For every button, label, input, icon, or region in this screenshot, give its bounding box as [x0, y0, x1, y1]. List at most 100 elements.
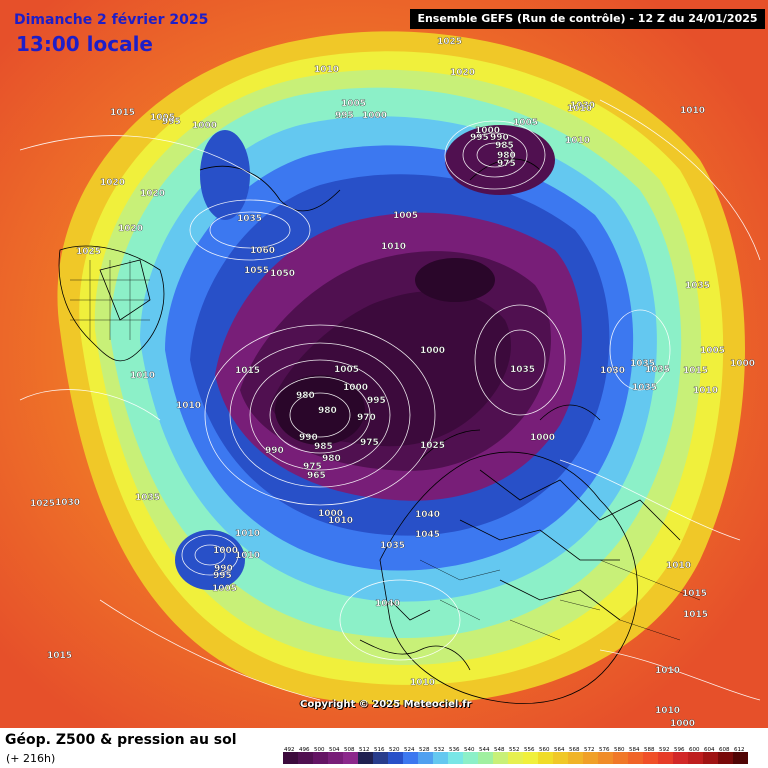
scale-swatch — [433, 752, 448, 764]
isobar-label: 1035 — [685, 281, 710, 291]
scale-tick-label: 584 — [629, 747, 640, 753]
isobar-label: 1025 — [420, 441, 445, 451]
model-run-banner: Ensemble GEFS (Run de contrôle) - 12 Z d… — [410, 9, 765, 29]
isobar-label: 990 — [490, 133, 509, 143]
isobar-label: 1000 — [318, 509, 343, 519]
isobar-label: 1000 — [362, 111, 387, 121]
isobar-label: 1025 — [76, 247, 101, 257]
scale-swatch — [343, 752, 358, 764]
scale-swatch — [553, 752, 568, 764]
isobar-label: 1000 — [192, 121, 217, 131]
isobar-label: 1030 — [570, 101, 595, 111]
scale-tick-label: 612 — [734, 747, 745, 753]
isobar-label: 1010 — [235, 529, 260, 539]
scale-tick-label: 496 — [299, 747, 310, 753]
isobar-label: 1005 — [393, 211, 418, 221]
forecast-lead: (+ 216h) — [6, 752, 56, 765]
scale-tick-label: 588 — [644, 747, 655, 753]
scale-tick-label: 608 — [719, 747, 730, 753]
scale-swatch — [283, 752, 298, 764]
isobar-label: 1010 — [130, 371, 155, 381]
scale-swatch — [448, 752, 463, 764]
scale-swatch — [613, 752, 628, 764]
isobar-label: 1010 — [235, 551, 260, 561]
isobar-label: 980 — [322, 454, 341, 464]
isobar-label: 975 — [303, 462, 322, 472]
scale-tick-label: 556 — [524, 747, 535, 753]
isobar-label: 1035 — [510, 365, 535, 375]
isobar-label: 995 — [470, 133, 489, 143]
isobar-label: 1020 — [118, 224, 143, 234]
isobar-label: 980 — [497, 151, 516, 161]
color-scale: 492 496 500 504 508 512 516 520 524 528 532 536 540 5… — [283, 747, 748, 764]
isobar-label: 1005 — [700, 346, 725, 356]
scale-tick-label: 520 — [389, 747, 400, 753]
scale-tick-label: 492 — [284, 747, 295, 753]
scale-swatch — [328, 752, 343, 764]
scale-tick-label: 560 — [539, 747, 550, 753]
scale-swatch — [373, 752, 388, 764]
isobar-label: 965 — [307, 471, 326, 481]
isobar-label: 1005 — [212, 584, 237, 594]
country-borders — [70, 260, 701, 641]
isobar-label: 1010 — [381, 242, 406, 252]
scale-tick-label: 568 — [569, 747, 580, 753]
scale-swatch — [493, 752, 508, 764]
isobar-label: 970 — [357, 413, 376, 423]
isobar-label: 1020 — [100, 178, 125, 188]
isobar-label: 1035 — [135, 493, 160, 503]
scale-swatch — [508, 752, 523, 764]
scale-swatch — [718, 752, 733, 764]
isobar-label: 995 — [162, 117, 181, 127]
isobar-label: 1060 — [250, 246, 275, 256]
scale-swatch — [463, 752, 478, 764]
isobar-label: 1035 — [237, 214, 262, 224]
scale-tick-label: 592 — [659, 747, 670, 753]
isobar-label: 995 — [335, 111, 354, 121]
low-core-siberia — [415, 258, 495, 302]
scale-tick-label: 544 — [479, 747, 490, 753]
forecast-local-time: 13:00 locale — [16, 32, 153, 56]
isobar-label: 1000 — [213, 546, 238, 556]
isobar-label: 1010 — [655, 666, 680, 676]
scale-tick-label: 528 — [419, 747, 430, 753]
scale-tick-label: 564 — [554, 747, 565, 753]
scale-tick-label: 596 — [674, 747, 685, 753]
scale-tick-label: 512 — [359, 747, 370, 753]
isobar-label: 1040 — [375, 599, 400, 609]
isobar-label: 1010 — [314, 65, 339, 75]
forecast-date: Dimanche 2 février 2025 — [14, 12, 209, 28]
isobar-label: 1005 — [341, 99, 366, 109]
scale-swatch — [313, 752, 328, 764]
isobar-label: 1010 — [565, 136, 590, 146]
isobar-label: 1005 — [150, 113, 175, 123]
scale-swatch — [688, 752, 703, 764]
isobar-label: 1000 — [670, 719, 695, 728]
isobar-label: 1015 — [683, 366, 708, 376]
copyright: Copyright © 2025 Meteociel.fr — [300, 699, 472, 710]
isobar-label: 1020 — [450, 68, 475, 78]
isobar-label: 995 — [367, 396, 386, 406]
isobar-label: 1035 — [645, 365, 670, 375]
low-aleutian-blue — [200, 130, 250, 220]
isobar-label: 990 — [265, 446, 284, 456]
scale-swatch — [703, 752, 718, 764]
isobar-label: 990 — [214, 564, 233, 574]
isobar-label: 980 — [296, 391, 315, 401]
isobar-label: 1010 — [680, 106, 705, 116]
scale-swatch — [298, 752, 313, 764]
isobar-label: 1040 — [415, 510, 440, 520]
isobar-label: 985 — [314, 442, 333, 452]
scale-tick-label: 580 — [614, 747, 625, 753]
scale-tick-label: 516 — [374, 747, 385, 753]
isobar-label: 1015 — [683, 610, 708, 620]
isobar-label: 1010 — [328, 516, 353, 526]
scale-tick-label: 524 — [404, 747, 415, 753]
scale-swatch — [388, 752, 403, 764]
scale-tick-label: 552 — [509, 747, 520, 753]
scale-swatch — [538, 752, 553, 764]
isobar-label: 985 — [495, 141, 514, 151]
isobar-label: 1035 — [630, 359, 655, 369]
scale-swatch — [418, 752, 433, 764]
